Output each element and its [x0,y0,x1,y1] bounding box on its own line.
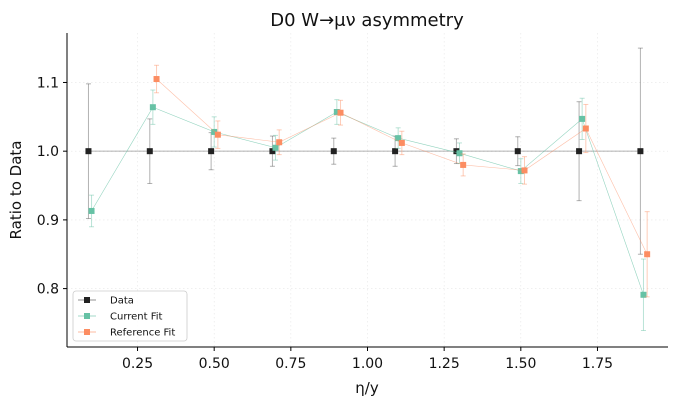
data-point [153,76,160,83]
data-point [330,148,337,155]
data-point [640,291,647,298]
x-tick-label: 0.25 [122,356,153,372]
data-point [88,207,95,214]
legend-marker [84,329,90,335]
legend-entry-current-fit: Current Fit [78,312,163,323]
series-current-fit [88,89,647,332]
data-point [398,139,405,146]
series-line [91,106,644,295]
data-point [146,148,153,155]
legend-label: Reference Fit [110,328,175,339]
data-point [460,161,467,168]
data-point [211,128,218,135]
data-point [579,115,586,122]
tick-marks: 0.25 0.50 0.75 1.00 1.25 1.50 1.75 0.8 0.9 1.0 1.1 [37,75,613,372]
x-tick-label: 1.25 [429,356,460,372]
data-point [392,148,399,155]
x-axis-label: η/y [355,379,379,397]
legend: Data Current Fit Reference Fit [72,290,188,342]
data-point [644,251,651,258]
y-axis-label: Ratio to Data [7,141,25,240]
series-reference-fit [153,64,651,298]
y-tick-label: 1.0 [37,144,59,160]
data-point [85,148,92,155]
data-point [269,148,276,155]
data-point [582,125,589,132]
legend-label: Current Fit [110,312,163,323]
data-point [456,150,463,157]
data-point [208,148,215,155]
legend-entry-data: Data [78,296,134,307]
data-point [453,148,460,155]
grid-lines [67,33,668,347]
data-point [521,167,528,174]
x-tick-label: 1.00 [352,356,383,372]
data-point [395,135,402,142]
series-line [156,78,648,255]
legend-entry-reference-fit: Reference Fit [78,328,175,339]
data-point [149,104,156,111]
series-data [85,47,644,255]
data-point [517,168,524,175]
y-tick-label: 0.8 [37,282,59,298]
x-tick-label: 0.75 [275,356,306,372]
data-point [276,139,283,146]
legend-box [72,290,188,342]
data-point [337,109,344,116]
data-point [637,148,644,155]
y-tick-label: 1.1 [37,75,59,91]
x-tick-label: 1.75 [582,356,613,372]
legend-label: Data [110,296,134,307]
data-point [333,109,340,116]
legend-marker [84,313,90,319]
data-point [272,144,279,151]
plot-series [85,47,651,332]
x-tick-label: 1.50 [505,356,536,372]
data-point [576,148,583,155]
data-point [514,148,521,155]
y-tick-label: 0.9 [37,213,59,229]
data-point [214,131,221,138]
legend-marker [84,297,90,303]
chart-title: D0 W→μν asymmetry [270,10,464,31]
x-tick-label: 0.50 [199,356,230,372]
